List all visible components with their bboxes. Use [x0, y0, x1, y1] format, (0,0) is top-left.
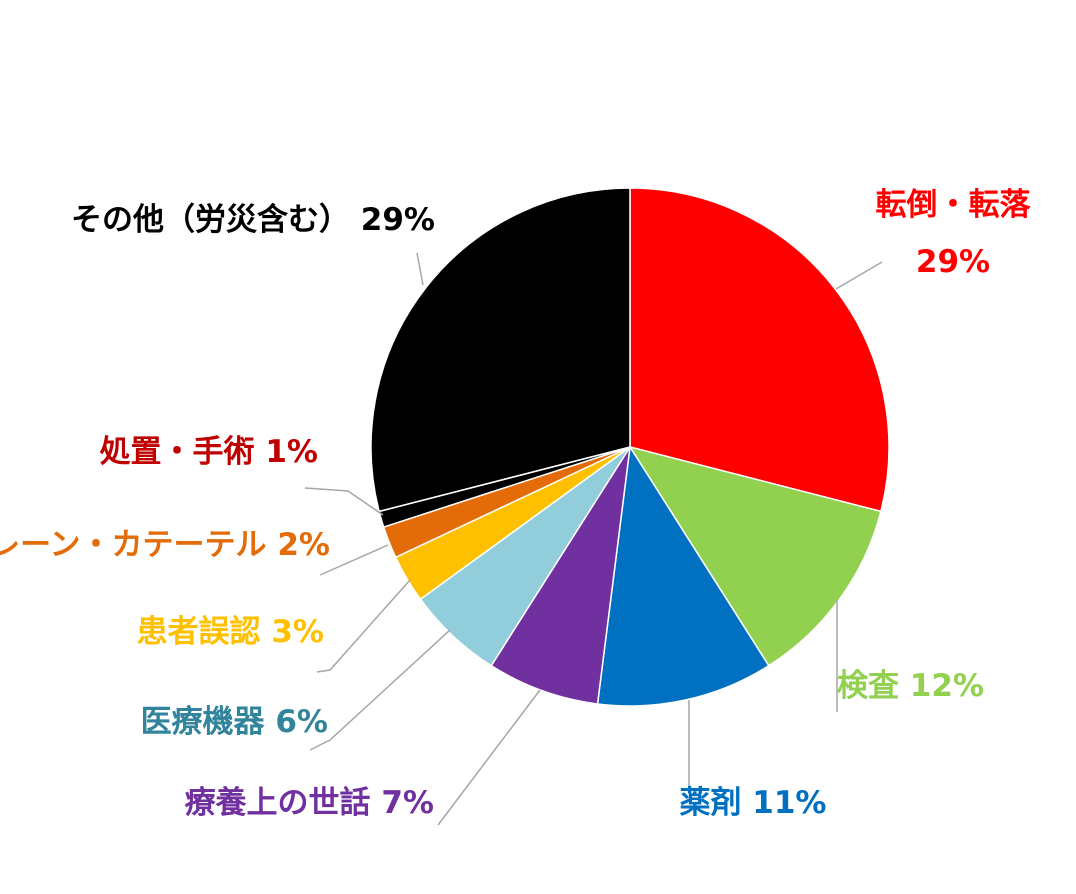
slice-label-1: 検査 12%: [837, 668, 984, 704]
leader-line-6: [319, 544, 389, 576]
slice-label-0: 転倒・転落: [876, 187, 1032, 223]
slice-percent-2: 11%: [752, 785, 826, 821]
slice-percent-6: 2%: [277, 527, 330, 563]
slice-label-5: 患者誤認 3%: [137, 614, 324, 650]
slice-percent-3: 7%: [381, 785, 434, 821]
slice-label-text-7: 処置・手術: [100, 434, 266, 470]
leader-line-0: [835, 261, 883, 290]
slice-label-text-2: 薬剤: [680, 785, 753, 821]
slice-label-text-1: 検査: [837, 668, 910, 704]
slice-label-6: ドレーン・カテーテル 2%: [0, 527, 330, 563]
leader-line-4: [309, 629, 451, 751]
pie-slices: [370, 187, 890, 707]
slice-label-text-6: ドレーン・カテーテル: [0, 527, 277, 563]
pie-slice-2: [596, 444, 770, 707]
leader-line-7: [304, 487, 384, 516]
slice-label-3: 療養上の世話 7%: [185, 785, 434, 821]
slice-percent-0: 29%: [916, 244, 990, 280]
slice-percent-7: 1%: [265, 434, 318, 470]
slice-label-text-3: 療養上の世話: [185, 785, 382, 821]
slice-label-8: その他（労災含む） 29%: [71, 202, 435, 238]
leader-line-5: [316, 579, 411, 673]
slice-label-4: 医療機器 6%: [141, 704, 328, 740]
slice-percent-4: 6%: [275, 704, 328, 740]
leader-line-3: [437, 689, 541, 826]
slice-label-7: 処置・手術 1%: [100, 434, 318, 470]
slice-label-2: 薬剤 11%: [680, 785, 827, 821]
slice-percent-1: 12%: [910, 668, 984, 704]
leader-line-8: [416, 252, 424, 286]
pie-slice-1: [628, 445, 882, 667]
slice-percent-5: 3%: [271, 614, 324, 650]
slice-percent-8: 29%: [361, 202, 435, 238]
slice-labels: 転倒・転落 29% 検査 12% 薬剤 11% 療養上の世話 7% 医療機器 6% 患者誤認…: [0, 187, 1031, 821]
leader-lines: [304, 252, 883, 826]
slice-label-text-8: その他（労災含む）: [71, 202, 361, 238]
pie-slice-3: [490, 446, 631, 705]
pie-slice-8: [370, 187, 631, 513]
slice-label-text-4: 医療機器: [141, 704, 276, 740]
pie-slice-0: [629, 187, 890, 513]
slice-label-text-5: 患者誤認: [137, 614, 272, 650]
